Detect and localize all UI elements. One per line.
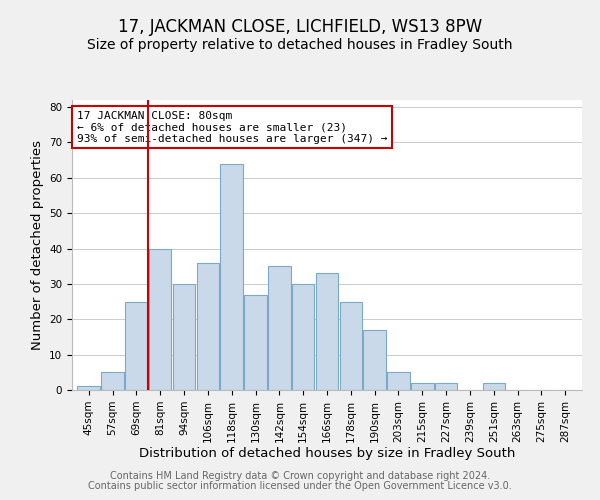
- Text: Size of property relative to detached houses in Fradley South: Size of property relative to detached ho…: [87, 38, 513, 52]
- Bar: [220, 164, 243, 390]
- Text: Contains public sector information licensed under the Open Government Licence v3: Contains public sector information licen…: [88, 481, 512, 491]
- Bar: [482, 383, 505, 390]
- Bar: [173, 284, 196, 390]
- Bar: [125, 302, 148, 390]
- Bar: [149, 248, 172, 390]
- Bar: [435, 383, 457, 390]
- Y-axis label: Number of detached properties: Number of detached properties: [31, 140, 44, 350]
- Bar: [340, 302, 362, 390]
- Bar: [364, 330, 386, 390]
- Bar: [77, 386, 100, 390]
- Bar: [244, 294, 267, 390]
- Bar: [197, 262, 219, 390]
- Bar: [101, 372, 124, 390]
- Text: 17, JACKMAN CLOSE, LICHFIELD, WS13 8PW: 17, JACKMAN CLOSE, LICHFIELD, WS13 8PW: [118, 18, 482, 36]
- Bar: [387, 372, 410, 390]
- Bar: [411, 383, 434, 390]
- X-axis label: Distribution of detached houses by size in Fradley South: Distribution of detached houses by size …: [139, 448, 515, 460]
- Bar: [268, 266, 290, 390]
- Text: 17 JACKMAN CLOSE: 80sqm
← 6% of detached houses are smaller (23)
93% of semi-det: 17 JACKMAN CLOSE: 80sqm ← 6% of detached…: [77, 110, 387, 144]
- Bar: [316, 274, 338, 390]
- Text: Contains HM Land Registry data © Crown copyright and database right 2024.: Contains HM Land Registry data © Crown c…: [110, 471, 490, 481]
- Bar: [292, 284, 314, 390]
